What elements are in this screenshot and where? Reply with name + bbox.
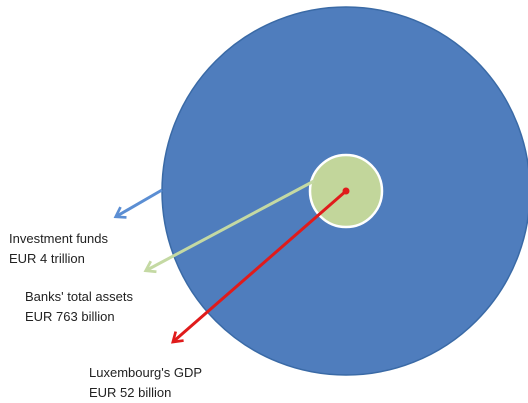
investment-funds-name: Investment funds (9, 231, 108, 246)
gdp-name: Luxembourg's GDP (89, 365, 203, 380)
gdp-dot (342, 187, 350, 195)
banks-assets-value: EUR 763 billion (25, 309, 115, 324)
gdp-value: EUR 52 billion (89, 385, 172, 400)
banks-assets-label: Banks' total assets EUR 763 billion (25, 287, 133, 327)
gdp-arrow (171, 189, 347, 344)
banks-assets-arrow (143, 179, 315, 274)
investment-funds-label: Investment funds EUR 4 trillion (9, 229, 108, 269)
investment-funds-value: EUR 4 trillion (9, 251, 85, 266)
investment-funds-arrow (113, 188, 163, 219)
gdp-label: Luxembourg's GDP EUR 52 billion (89, 363, 202, 403)
banks-assets-name: Banks' total assets (25, 289, 133, 304)
